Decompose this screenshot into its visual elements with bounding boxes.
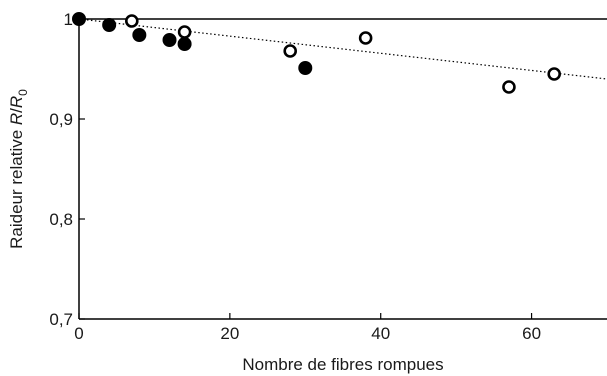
open-data-point bbox=[283, 44, 298, 58]
x-tick-label: 20 bbox=[220, 324, 239, 343]
y-axis-label-R0: R bbox=[7, 96, 26, 108]
plot-frame bbox=[78, 18, 607, 320]
x-tick-label: 0 bbox=[74, 324, 83, 343]
y-tick-label: 0,7 bbox=[49, 310, 73, 329]
filled-data-point bbox=[177, 37, 192, 51]
axis-ticks: 0 20 40 60 0,7 0,8 0,9 1 bbox=[49, 10, 541, 343]
y-tick-label: 0,9 bbox=[49, 110, 73, 129]
filled-data-point bbox=[162, 33, 177, 47]
open-data-point bbox=[547, 67, 562, 81]
y-tick-label: 1 bbox=[64, 10, 73, 29]
y-axis-label-slash: / bbox=[7, 108, 26, 113]
filled-data-point bbox=[298, 61, 313, 75]
data-points bbox=[72, 12, 562, 94]
trend-line bbox=[78, 18, 607, 80]
filled-data-point bbox=[72, 12, 86, 26]
y-axis-label-R: R bbox=[7, 113, 26, 125]
y-tick-label: 0,8 bbox=[49, 210, 73, 229]
open-data-point bbox=[502, 80, 516, 94]
open-data-point bbox=[358, 31, 373, 45]
x-tick-label: 60 bbox=[522, 324, 541, 343]
y-axis-label: Raideur relative R/R0 bbox=[7, 89, 30, 249]
open-data-point bbox=[125, 14, 139, 28]
filled-data-point bbox=[102, 18, 117, 32]
y-axis-label-main: Raideur relative bbox=[7, 125, 26, 249]
open-data-point bbox=[177, 25, 192, 39]
x-tick-label: 40 bbox=[371, 324, 390, 343]
filled-data-point bbox=[132, 28, 147, 42]
x-axis-label: Nombre de fibres rompues bbox=[242, 355, 443, 374]
y-axis-label-subscript: 0 bbox=[16, 89, 30, 96]
